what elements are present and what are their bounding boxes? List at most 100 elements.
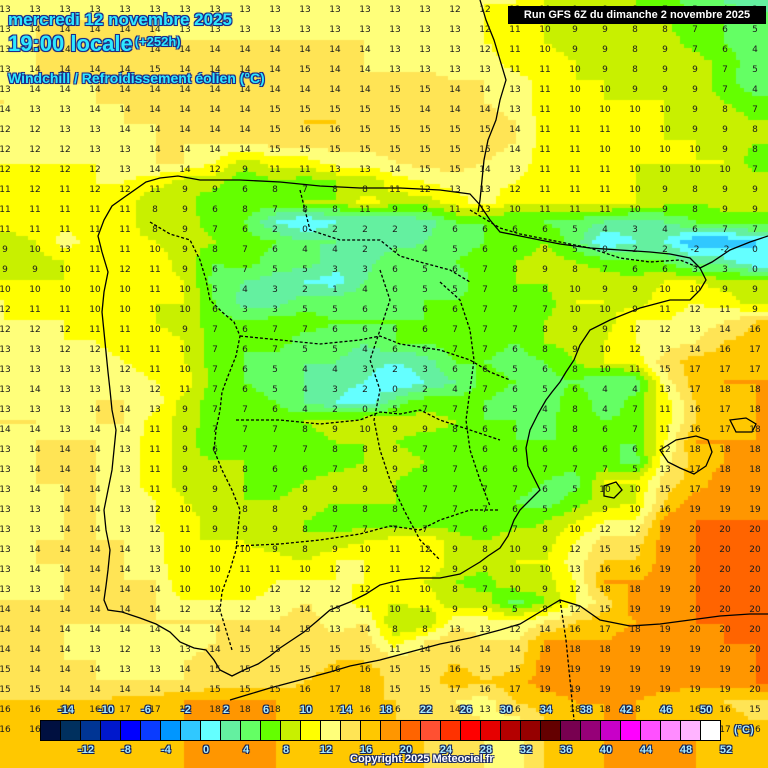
- grid-value: 6: [452, 305, 458, 315]
- grid-value: 14: [119, 85, 131, 95]
- grid-value: 14: [149, 605, 161, 615]
- grid-value: 7: [692, 25, 698, 35]
- grid-value: 5: [542, 385, 548, 395]
- grid-value: 15: [299, 645, 311, 655]
- grid-value: 11: [389, 585, 401, 595]
- grid-value: 18: [539, 645, 551, 655]
- grid-value: 15: [479, 125, 491, 135]
- grid-value: 20: [749, 585, 761, 595]
- grid-value: 18: [749, 405, 761, 415]
- grid-value: 10: [59, 265, 71, 275]
- grid-value: 6: [722, 45, 728, 55]
- grid-value: 2: [422, 385, 428, 395]
- grid-value: 7: [212, 425, 218, 435]
- grid-value: 14: [539, 625, 551, 635]
- grid-value: 8: [332, 185, 338, 195]
- grid-value: 15: [269, 685, 281, 695]
- grid-value: 7: [272, 445, 278, 455]
- grid-value: 3: [332, 385, 338, 395]
- grid-value: 18: [569, 645, 581, 655]
- grid-value: 13: [209, 5, 221, 15]
- grid-value: 6: [242, 185, 248, 195]
- legend-tick-lower: 24: [439, 744, 453, 756]
- grid-value: 4: [422, 245, 428, 255]
- grid-value: 18: [599, 585, 611, 595]
- legend-swatch: [341, 721, 361, 740]
- grid-value: 11: [539, 145, 551, 155]
- grid-value: 17: [329, 705, 341, 715]
- grid-value: 13: [509, 105, 521, 115]
- grid-value: 14: [329, 85, 341, 95]
- grid-value: 20: [719, 545, 731, 555]
- grid-value: 5: [572, 485, 578, 495]
- grid-value: 11: [359, 205, 371, 215]
- grid-value: 14: [119, 25, 131, 35]
- grid-value: 14: [359, 65, 371, 75]
- grid-value: 10: [209, 585, 221, 595]
- grid-value: 20: [689, 605, 701, 615]
- grid-value: 4: [302, 365, 308, 375]
- grid-value: 17: [689, 365, 701, 375]
- grid-value: 13: [0, 585, 11, 595]
- grid-value: 7: [452, 345, 458, 355]
- grid-value: 5: [332, 345, 338, 355]
- grid-value: 13: [209, 25, 221, 35]
- grid-value: 4: [302, 405, 308, 415]
- grid-value: 13: [0, 565, 11, 575]
- grid-value: 14: [509, 145, 521, 155]
- grid-value: 11: [149, 445, 161, 455]
- grid-value: 11: [629, 365, 641, 375]
- grid-value: 12: [209, 605, 221, 615]
- grid-value: 12: [29, 145, 41, 155]
- grid-value: 13: [29, 585, 41, 595]
- grid-value: 9: [662, 45, 668, 55]
- grid-value: 12: [29, 125, 41, 135]
- grid-value: 12: [29, 165, 41, 175]
- grid-value: 5: [302, 305, 308, 315]
- grid-value: 14: [29, 645, 41, 655]
- grid-value: 14: [89, 625, 101, 635]
- grid-value: 18: [689, 445, 701, 455]
- grid-value: 14: [89, 25, 101, 35]
- grid-value: 11: [269, 165, 281, 175]
- grid-value: 6: [212, 445, 218, 455]
- grid-value: 16: [479, 685, 491, 695]
- grid-value: 4: [242, 285, 248, 295]
- grid-value: 9: [692, 85, 698, 95]
- grid-value: 7: [482, 285, 488, 295]
- grid-value: 14: [29, 445, 41, 455]
- legend-tick-lower: 20: [399, 744, 413, 756]
- grid-value: 18: [569, 705, 581, 715]
- grid-value: 3: [422, 365, 428, 375]
- grid-value: 19: [539, 665, 551, 675]
- grid-value: 18: [629, 585, 641, 595]
- grid-value: 4: [362, 345, 368, 355]
- legend-tick-lower: -8: [121, 744, 131, 756]
- grid-value: 10: [59, 285, 71, 295]
- grid-value: 13: [449, 625, 461, 635]
- grid-value: 12: [119, 185, 131, 195]
- legend-swatch: [181, 721, 201, 740]
- grid-value: 14: [0, 625, 11, 635]
- grid-value: 12: [329, 585, 341, 595]
- grid-value: 2: [332, 405, 338, 415]
- grid-value: 13: [0, 485, 11, 495]
- grid-value: 15: [269, 645, 281, 655]
- grid-value: 6: [452, 365, 458, 375]
- grid-value: 9: [392, 465, 398, 475]
- grid-value: 11: [659, 405, 671, 415]
- grid-value: 14: [89, 525, 101, 535]
- grid-value: 6: [722, 25, 728, 35]
- grid-value: 15: [419, 165, 431, 175]
- grid-value: 7: [362, 525, 368, 535]
- grid-value: 5: [512, 605, 518, 615]
- grid-value: 12: [119, 645, 131, 655]
- grid-value: 9: [182, 205, 188, 215]
- grid-value: 19: [689, 645, 701, 655]
- grid-value: 8: [542, 345, 548, 355]
- grid-value: 5: [512, 365, 518, 375]
- grid-value: 18: [239, 705, 251, 715]
- grid-value: 9: [422, 425, 428, 435]
- color-legend: [40, 720, 721, 741]
- grid-value: 11: [419, 605, 431, 615]
